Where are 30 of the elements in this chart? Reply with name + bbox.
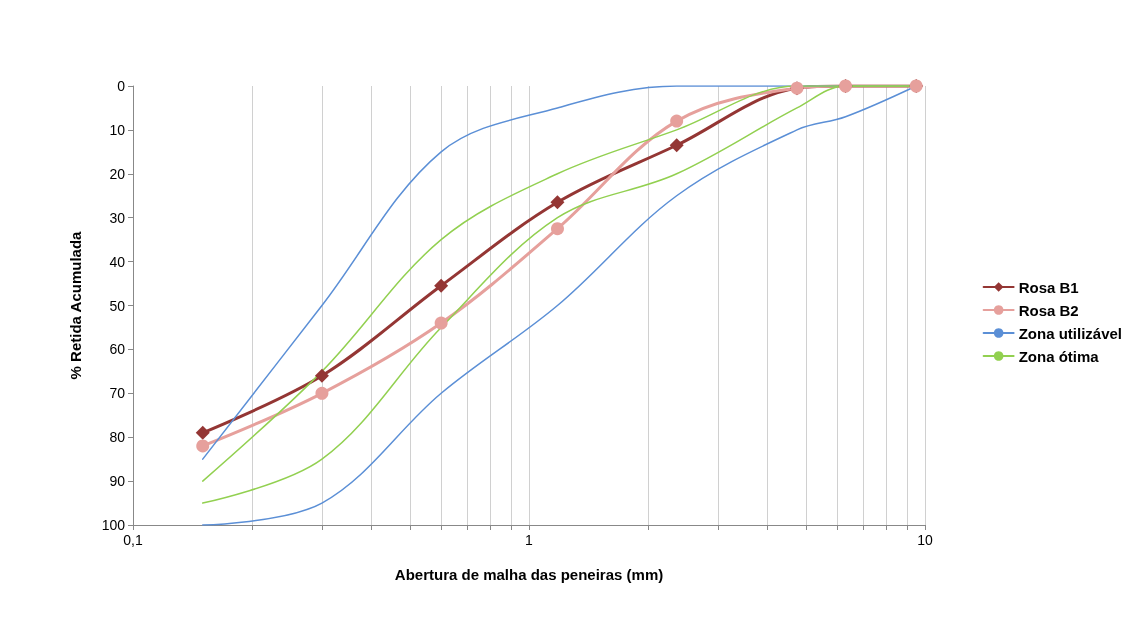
point [314, 368, 329, 383]
y-tick-label: 40 [109, 253, 126, 270]
legend-label: Zona ótima [1018, 347, 1100, 365]
y-tick-label: 0 [117, 78, 126, 94]
x-tick-label: 10 [917, 532, 933, 548]
point [670, 114, 684, 128]
point [550, 195, 565, 210]
y-tick-label: 100 [101, 517, 126, 533]
y-tick-label: 10 [109, 121, 126, 138]
y-tick-label: 50 [109, 297, 126, 314]
y-tick-label: 60 [109, 341, 126, 358]
point [315, 386, 329, 400]
point [434, 278, 449, 293]
y-tick-label: 80 [109, 429, 126, 446]
x-tick-label: 1 [525, 532, 534, 548]
point [434, 316, 448, 330]
x-axis-title: Abertura de malha das peneiras (mm) [394, 566, 664, 583]
legend-label: Rosa B1 [1018, 278, 1079, 296]
legend-label: Zona utilizável [1018, 324, 1123, 342]
point [550, 222, 564, 236]
legend-label: Rosa B2 [1018, 301, 1079, 319]
y-tick-label: 90 [109, 473, 126, 490]
y-tick-label: 70 [109, 385, 126, 402]
x-tick-label: 0,1 [123, 532, 143, 548]
point [195, 425, 210, 440]
point [669, 138, 684, 153]
y-tick-label: 20 [109, 165, 126, 182]
point [196, 439, 210, 453]
y-axis-title: % Retida Acumulada [67, 230, 84, 380]
y-tick-label: 30 [109, 209, 126, 226]
